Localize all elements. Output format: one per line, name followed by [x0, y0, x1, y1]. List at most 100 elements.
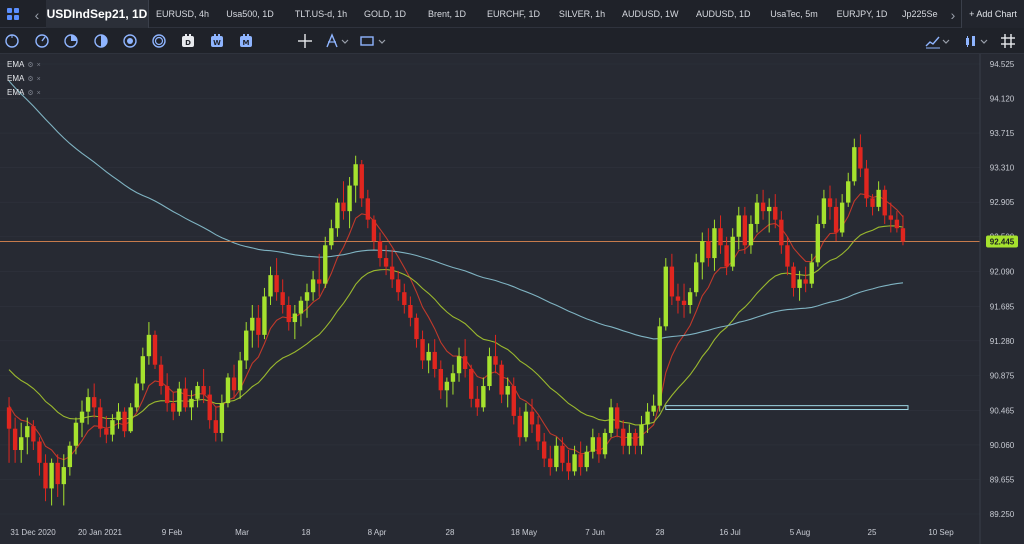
candle-body: [608, 407, 614, 433]
price-axis[interactable]: 94.52594.12093.71593.31092.90592.50092.0…: [990, 60, 1015, 519]
candle-body: [724, 245, 729, 267]
candle-body: [67, 445, 73, 468]
pitchfork-tool-icon[interactable]: [323, 32, 341, 50]
ema-lines: [8, 80, 904, 461]
ring-icon[interactable]: [150, 32, 168, 50]
tab-tlt-us-d-1h[interactable]: TLT.US-d, 1h: [294, 9, 348, 19]
candle-body: [852, 147, 857, 182]
price-chart[interactable]: 94.52594.12093.71593.31092.90592.50092.0…: [0, 54, 1024, 544]
candle-body: [420, 339, 425, 361]
tab-usatec-5m[interactable]: UsaTec, 5m: [770, 9, 818, 19]
candle-body: [499, 364, 504, 395]
tabs-left-arrow-icon[interactable]: ‹: [34, 7, 40, 23]
tab-eurchf-1d[interactable]: EURCHF, 1D: [487, 9, 541, 19]
crosshair-icon[interactable]: [296, 32, 314, 50]
candle-body: [213, 420, 218, 433]
candle-body: [754, 202, 760, 224]
candle-body: [268, 275, 273, 297]
candle-body: [645, 411, 650, 425]
candle-body: [651, 405, 656, 412]
indicator-label-ema-1[interactable]: EMA ⚙ ×: [7, 60, 41, 69]
candle-body: [438, 368, 443, 391]
candle-body: [98, 407, 103, 429]
rectangle-tool-icon[interactable]: [358, 32, 376, 50]
candle-body: [706, 241, 711, 259]
tab-usdind-sep21[interactable]: USDIndSep21, 1D: [46, 0, 149, 28]
monthly-timeframe-icon[interactable]: M: [237, 32, 255, 50]
tab-jp225seq[interactable]: Jp225Seq: [902, 9, 938, 19]
rectangle-dropdown-chevron-icon[interactable]: [377, 32, 387, 50]
chart-type-dropdown-chevron-icon[interactable]: [941, 32, 951, 50]
tab-audusd-1d[interactable]: AUDUSD, 1D: [696, 9, 751, 19]
candle-body: [408, 304, 413, 318]
candle-body: [110, 420, 115, 435]
candle-body: [104, 428, 109, 435]
support-zone-rectangle[interactable]: [665, 405, 909, 410]
candle-body: [469, 368, 474, 399]
indicator-settings-icon[interactable]: ⚙: [27, 90, 34, 97]
half-circle-icon[interactable]: [92, 32, 110, 50]
tabs-right-arrow-icon[interactable]: ›: [950, 7, 956, 23]
indicator-remove-icon[interactable]: ×: [36, 62, 41, 69]
candle-body: [298, 300, 304, 314]
time-axis[interactable]: 31 Dec 2020 20 Jan 2021 9 Feb Mar 18 8 Apr 28 1…: [10, 528, 954, 537]
candle-body: [250, 317, 255, 331]
drawing-toolbar: D W M: [0, 28, 1024, 54]
ema-slow-line: [8, 80, 904, 340]
pie-icon[interactable]: [62, 32, 80, 50]
time-tick-label: 18 May: [511, 528, 537, 537]
tab-silver-1h[interactable]: SILVER, 1h: [558, 9, 606, 19]
indicator-label-ema-2[interactable]: EMA ⚙ ×: [7, 74, 41, 83]
candle-body: [73, 422, 79, 446]
pitchfork-dropdown-chevron-icon[interactable]: [340, 32, 350, 50]
daily-timeframe-icon[interactable]: D: [179, 32, 197, 50]
candle-body: [529, 411, 535, 425]
indicator-remove-icon[interactable]: ×: [36, 90, 41, 97]
candle-body: [231, 377, 237, 391]
indicators-icon[interactable]: [962, 32, 980, 50]
layout-grid-icon[interactable]: [0, 0, 26, 28]
indicator-remove-icon[interactable]: ×: [36, 76, 41, 83]
candle-body: [292, 313, 298, 323]
indicator-name: EMA: [7, 88, 25, 97]
target-icon[interactable]: [121, 32, 139, 50]
candle-body: [371, 219, 377, 242]
candle-body: [475, 398, 480, 408]
candle-body: [548, 458, 553, 468]
tab-audusd-1w[interactable]: AUDUSD, 1W: [622, 9, 679, 19]
candle-body: [274, 275, 279, 293]
candle-body: [304, 292, 310, 301]
chart-type-icon[interactable]: [924, 32, 942, 50]
add-chart-button[interactable]: + Add Chart: [961, 0, 1024, 28]
candle-body: [152, 334, 158, 365]
candle-body: [323, 245, 328, 284]
candle-body: [43, 462, 48, 489]
candle-body: [280, 292, 285, 305]
candle-body: [207, 394, 212, 421]
crosshair-circle-icon[interactable]: [3, 32, 21, 50]
candle-body: [493, 356, 498, 365]
candle-body: [341, 202, 346, 212]
tab-gold-1d[interactable]: GOLD, 1D: [363, 9, 406, 19]
tab-usa500-1d[interactable]: Usa500, 1D: [226, 9, 274, 19]
candle-body: [809, 262, 814, 284]
gauge-icon[interactable]: [33, 32, 51, 50]
time-tick-label: 25: [868, 528, 877, 537]
candle-body: [91, 397, 97, 408]
indicator-label-ema-3[interactable]: EMA ⚙ ×: [7, 88, 41, 97]
tab-brent-1d[interactable]: Brent, 1D: [427, 9, 467, 19]
weekly-timeframe-icon[interactable]: W: [208, 32, 226, 50]
candle-body: [900, 228, 906, 242]
price-tick-label: 92.905: [990, 198, 1015, 207]
indicator-settings-icon[interactable]: ⚙: [27, 76, 34, 83]
grid-toggle-icon[interactable]: [999, 32, 1017, 50]
tab-eurjpy-1d[interactable]: EURJPY, 1D: [836, 9, 888, 19]
svg-text:W: W: [213, 39, 221, 47]
candle-body: [353, 164, 358, 186]
candle-body: [803, 279, 808, 284]
candle-body: [535, 424, 541, 442]
time-tick-label: 7 Jun: [585, 528, 605, 537]
tab-eurusd-4h[interactable]: EURUSD, 4h: [156, 9, 210, 19]
indicators-dropdown-chevron-icon[interactable]: [979, 32, 989, 50]
indicator-settings-icon[interactable]: ⚙: [27, 62, 34, 69]
